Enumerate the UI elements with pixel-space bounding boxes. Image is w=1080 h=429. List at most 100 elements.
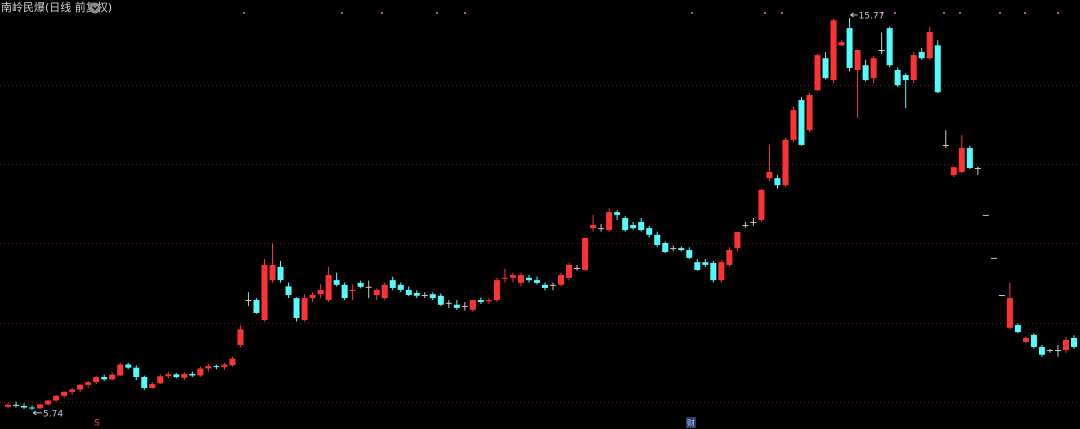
candle-body <box>125 364 132 368</box>
candle-body <box>1014 325 1021 333</box>
candle-body <box>1046 350 1053 352</box>
candle-body <box>942 144 949 146</box>
candle-body <box>926 32 933 59</box>
candle-body <box>862 65 869 81</box>
candle-body <box>61 391 68 396</box>
candle-body <box>293 298 300 319</box>
candle-body <box>109 374 116 380</box>
candle-body <box>902 75 909 81</box>
candle-body <box>1030 334 1037 347</box>
event-dot <box>464 12 466 14</box>
candle-body <box>213 366 220 368</box>
candle-body <box>798 100 805 145</box>
candle-body <box>614 212 621 215</box>
candle-body <box>822 58 829 79</box>
min-label: 5.74 <box>43 409 63 419</box>
event-dot <box>1057 12 1059 14</box>
candle-body <box>517 275 524 283</box>
candle-body <box>990 257 997 259</box>
candle-body <box>477 300 484 303</box>
candle-body <box>13 404 20 406</box>
candle-body <box>493 280 500 301</box>
event-dot <box>881 12 883 14</box>
event-marker[interactable]: S <box>94 419 100 429</box>
candle-body <box>117 364 124 376</box>
candle-body <box>93 377 100 383</box>
candle-body <box>574 268 581 270</box>
candle-body <box>437 295 444 305</box>
candle-body <box>910 55 917 81</box>
dropdown-icon[interactable] <box>89 2 101 14</box>
max-label: 15.77 <box>859 11 885 21</box>
candle-body <box>101 377 108 380</box>
candle-body <box>189 373 196 376</box>
candle-body <box>550 284 557 286</box>
candle-body <box>806 94 813 131</box>
candle-body <box>37 404 44 409</box>
event-dot <box>1024 12 1026 14</box>
candle-body <box>638 221 645 231</box>
candle-body <box>77 384 84 390</box>
candle-body <box>45 400 52 405</box>
candle-body <box>389 280 396 288</box>
candle-body <box>726 250 733 265</box>
event-marker-box[interactable] <box>686 417 696 428</box>
candle-body <box>277 266 284 281</box>
candle-body <box>469 300 476 310</box>
dropdown-arrow[interactable] <box>92 6 98 11</box>
candle-body <box>85 382 92 385</box>
chart-title: 南岭民爆(日线 前复权) <box>1 0 112 14</box>
candle-body <box>686 250 693 258</box>
event-marker[interactable]: 财 <box>687 418 695 428</box>
candle-body <box>694 262 701 270</box>
candle-body <box>333 280 340 285</box>
candle-body <box>269 264 276 281</box>
candle-body <box>654 234 661 245</box>
max-pointer-head <box>850 12 854 18</box>
candle-body <box>357 282 364 287</box>
dropdown-circle[interactable] <box>89 2 101 14</box>
candle-body <box>590 225 597 229</box>
event-dot <box>943 12 945 14</box>
candle-body <box>702 262 709 265</box>
candle-body <box>958 148 965 172</box>
candle-body <box>870 58 877 79</box>
candle-body <box>598 228 605 230</box>
candle-body <box>710 262 717 281</box>
candle-body <box>221 364 228 367</box>
candle-body <box>830 20 837 81</box>
candle-body <box>229 358 236 366</box>
candle-body <box>742 225 749 227</box>
candle-body <box>846 28 853 68</box>
candle-body <box>630 225 637 229</box>
candle-body <box>774 178 781 186</box>
candle-body <box>766 171 773 179</box>
candle-body <box>237 329 244 345</box>
candle-body <box>662 243 669 253</box>
candle-body <box>157 376 164 384</box>
event-dots <box>243 12 1059 14</box>
candle-body <box>966 148 973 169</box>
candle-body <box>205 366 212 369</box>
candle-body <box>950 167 957 176</box>
candle-body <box>341 284 348 299</box>
candle-body <box>934 45 941 93</box>
candle-body <box>886 28 893 66</box>
candle-body <box>165 374 172 377</box>
candle-body <box>373 289 380 295</box>
candle-body <box>750 221 757 223</box>
candle-body <box>622 218 629 231</box>
candle-body <box>918 51 925 59</box>
candle-body <box>533 280 540 283</box>
min-pointer-head <box>32 410 37 416</box>
event-dot <box>341 12 343 14</box>
candle-body <box>301 298 308 320</box>
candle-body <box>405 289 412 295</box>
candle-body <box>582 237 589 270</box>
candle-body <box>646 228 653 235</box>
event-dot <box>959 12 961 14</box>
candle-body <box>606 212 613 231</box>
event-dot <box>243 12 245 14</box>
